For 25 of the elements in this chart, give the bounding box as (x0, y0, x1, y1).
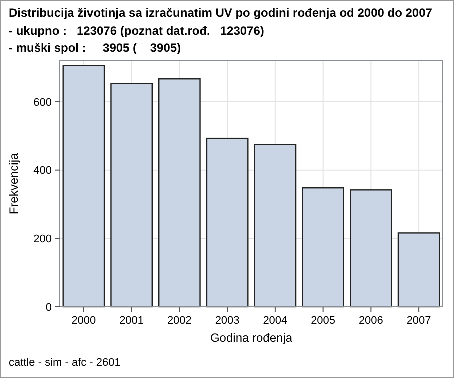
text: cattle - sim - afc - 2601 (9, 357, 121, 369)
y-tick-label: 400 (34, 165, 52, 178)
x-tick-label: 2001 (120, 315, 144, 327)
bar (62, 65, 106, 308)
y-tick-label: 200 (34, 234, 52, 246)
x-tick-label: 2002 (167, 315, 192, 327)
bar (206, 138, 249, 308)
bar (158, 78, 201, 308)
bar (110, 83, 153, 308)
x-tick-label: 2005 (311, 315, 336, 327)
x-tick-label: 2004 (263, 315, 288, 327)
x-tick-label: 2000 (72, 315, 96, 327)
bar (254, 144, 297, 308)
x-tick-label: 2007 (406, 315, 432, 327)
bar (302, 188, 344, 308)
y-axis-title: Frekvencija (7, 153, 21, 215)
x-axis-title: Godina rođenja (210, 331, 293, 345)
chart-subtitle: - ukupno : 123076 (poznat dat.rođ. 123076) - muški spol : 3905 ( 3905) (9, 24, 264, 55)
bar (398, 232, 440, 308)
y-tick-label: 600 (34, 96, 52, 109)
chart-title: Distribucija životinja sa izračunatim UV po godini rođenja od 2000 do 2007 (9, 6, 433, 20)
y-tick-label: 0 (46, 302, 52, 314)
bar (350, 190, 392, 308)
x-tick-label: 2006 (358, 315, 384, 327)
x-tick-label: 2003 (215, 315, 240, 327)
